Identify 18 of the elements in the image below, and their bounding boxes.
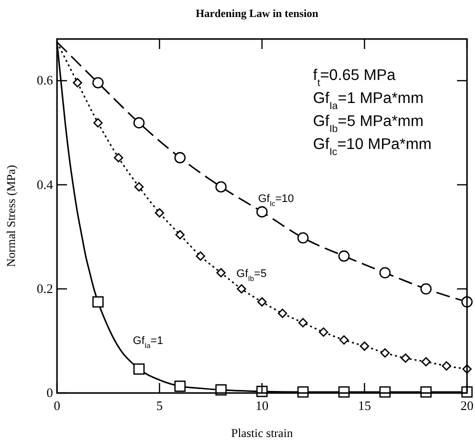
series-label: Gf$_{Ib}$=5 [236, 268, 267, 283]
chart-title: Hardening Law in tension [196, 8, 318, 20]
y-tick-label: 0.6 [36, 72, 54, 88]
y-tick-label: 0.4 [36, 176, 54, 192]
annotation: Gf$_{Ib}$=5 MPa*mm [313, 113, 424, 134]
y-tick-label: 0 [46, 385, 53, 400]
x-axis-title: Plastic strain [231, 426, 293, 440]
x-tick-label: 20 [460, 398, 474, 413]
series-label: Gf$_{Ia}$=1 [132, 335, 164, 350]
annotation: Gf$_{Ic}$=10 MPa*mm [313, 136, 432, 158]
x-tick-label: 10 [256, 398, 268, 413]
x-tick-label: 5 [156, 398, 163, 413]
series-label: Gf$_{Ic}$=10 [258, 192, 294, 208]
y-axis-title: Normal Stress (MPa) [4, 165, 18, 267]
y-tick-label: 0.2 [36, 280, 53, 296]
annotation: f$_{t}$=0.65 MPa [313, 67, 396, 88]
x-tick-label: 15 [358, 398, 371, 413]
annotation: Gf$_{Ia}$=1 MPa*mm [313, 90, 424, 112]
